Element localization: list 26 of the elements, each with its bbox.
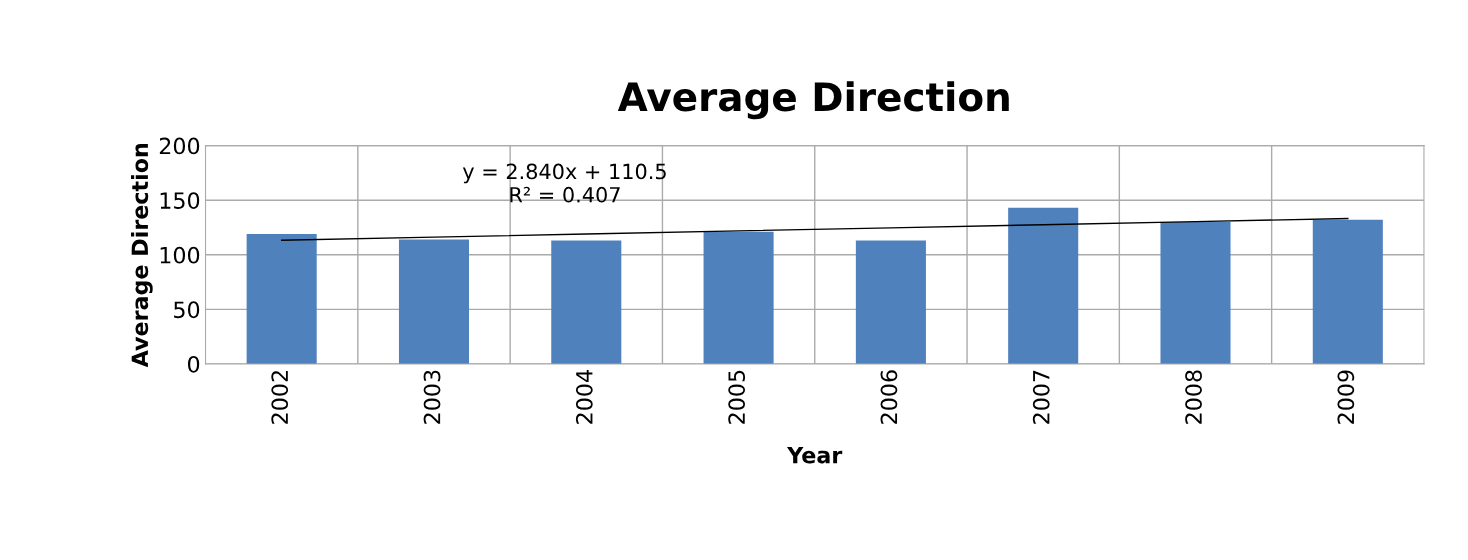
bar [551,240,622,364]
y-tick-label: 150 [160,192,200,209]
bar [1008,207,1079,364]
x-tick-label: 2008 [1185,370,1202,424]
bar [1160,222,1231,364]
y-tick-label: 0 [187,355,200,373]
x-tick-label: 2006 [880,370,898,424]
x-tick-label: 2002 [271,371,289,424]
x-axis-title: Year [786,446,843,464]
line-series [280,217,1349,241]
x-tick-label: 2005 [728,370,746,424]
bar [398,239,470,364]
y-axis-title: Average Direction [131,143,153,368]
annotation: y = 2.840x + 110.5 R² = 0.407 [462,163,666,203]
bar [855,240,926,364]
x-tick-label: 2009 [1337,370,1355,424]
bar [703,231,774,364]
x-tick-label: 2003 [423,370,441,424]
x-tick-label: 2004 [575,370,593,424]
bar [246,234,317,364]
x-tick-label: 2007 [1032,370,1050,424]
y-tick-label: 50 [174,301,200,319]
y-tick-label: 100 [160,246,200,264]
bar [1312,219,1383,364]
y-tick-label: 200 [159,137,200,155]
chart-title: Average Direction [617,81,1009,120]
